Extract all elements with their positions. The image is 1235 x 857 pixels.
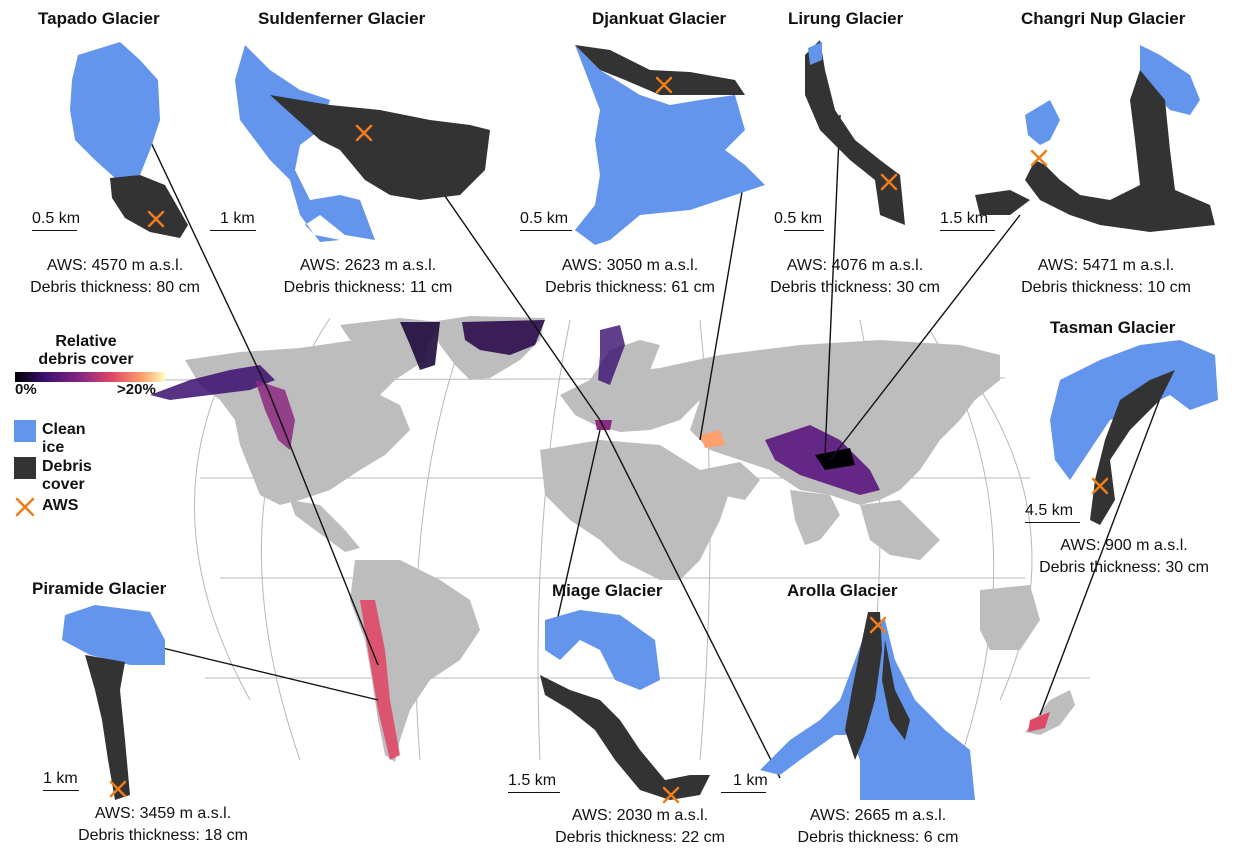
debris-thickness: Debris thickness: 22 cm: [555, 829, 725, 846]
aws-marker-tapado: [147, 210, 165, 228]
tasman-glacier-outline: [1050, 340, 1218, 525]
scale-label: 0.5 km: [520, 210, 569, 227]
aws-cross-icon: [15, 497, 35, 517]
legend-title-line2: debris cover: [38, 351, 134, 368]
suldenferner-glacier-outline: [235, 45, 490, 242]
legend-clean-ice: Clean ice: [42, 421, 86, 456]
scale-label: 0.5 km: [32, 210, 81, 227]
lirung-scale-bar: 0.5 km: [774, 210, 824, 231]
miage-title: Miage Glacier: [552, 581, 663, 600]
debris-thickness: Debris thickness: 30 cm: [1039, 559, 1209, 576]
arolla-scale-bar: 1 km: [721, 772, 768, 793]
miage-info: AWS: 2030 m a.s.l. Debris thickness: 22 …: [530, 805, 750, 849]
aws-elevation: AWS: 2665 m a.s.l.: [809, 807, 947, 824]
scale-label: 1 km: [43, 770, 78, 787]
piramide-scale-bar: 1 km: [43, 770, 79, 791]
debris-hotspots: [150, 320, 1050, 760]
suldenferner-scale-bar: 1 km: [210, 210, 256, 231]
piramide-info: AWS: 3459 m a.s.l. Debris thickness: 18 …: [53, 803, 273, 847]
tasman-title: Tasman Glacier: [1050, 318, 1176, 337]
changri-scale-bar: 1.5 km: [940, 210, 995, 231]
djankuat-info: AWS: 3050 m a.s.l. Debris thickness: 61 …: [520, 255, 740, 299]
aws-marker-lirung: [880, 173, 898, 191]
tapado-glacier-outline: [70, 42, 188, 238]
scale-label: 4.5 km: [1025, 502, 1074, 519]
scale-label: 1 km: [220, 210, 255, 227]
scale-label: 1.5 km: [508, 772, 557, 789]
aws-marker-miage: [662, 786, 680, 804]
djankuat-glacier-outline: [575, 45, 765, 245]
tapado-info: AWS: 4570 m a.s.l. Debris thickness: 80 …: [15, 255, 215, 299]
arolla-glacier-outline: [760, 612, 975, 800]
debris-thickness: Debris thickness: 80 cm: [30, 279, 200, 296]
tapado-scale-bar: 0.5 km: [32, 210, 81, 231]
legend-min: 0%: [15, 381, 37, 398]
lirung-title: Lirung Glacier: [788, 9, 904, 28]
aws-elevation: AWS: 2623 m a.s.l.: [299, 257, 437, 274]
piramide-glacier-outline: [62, 605, 165, 800]
debris-thickness: Debris thickness: 6 cm: [797, 829, 959, 846]
legend-aws: AWS: [42, 497, 79, 514]
tasman-scale-bar: 4.5 km: [1025, 502, 1080, 523]
aws-elevation: AWS: 3459 m a.s.l.: [94, 805, 232, 822]
scale-label: 1.5 km: [940, 210, 989, 227]
aws-marker-djankuat: [655, 76, 673, 94]
scale-label: 1 km: [733, 772, 768, 789]
legend-max: >20%: [117, 381, 156, 398]
aws-marker-changri: [1030, 149, 1048, 167]
tapado-title: Tapado Glacier: [38, 9, 160, 28]
debris-thickness: Debris thickness: 61 cm: [545, 279, 715, 296]
lirung-glacier-outline: [805, 40, 905, 225]
piramide-title: Piramide Glacier: [32, 579, 167, 598]
changri-info: AWS: 5471 m a.s.l. Debris thickness: 10 …: [996, 255, 1216, 299]
debris-cover-swatch: [14, 457, 36, 479]
legend: Relative debris cover 0% >20% Clean ice …: [0, 0, 165, 517]
aws-marker-piramide: [109, 780, 127, 798]
djankuat-title: Djankuat Glacier: [592, 9, 727, 28]
tasman-info: AWS: 900 m a.s.l. Debris thickness: 30 c…: [1014, 535, 1234, 579]
miage-glacier-outline: [540, 610, 710, 800]
aws-elevation: AWS: 4076 m a.s.l.: [786, 257, 924, 274]
aws-elevation: AWS: 5471 m a.s.l.: [1037, 257, 1175, 274]
aws-elevation: AWS: 4570 m a.s.l.: [46, 257, 184, 274]
aws-marker-suldenferner: [355, 124, 373, 142]
arolla-title: Arolla Glacier: [787, 581, 898, 600]
scale-label: 0.5 km: [774, 210, 823, 227]
leader-lines: [129, 97, 1166, 779]
debris-thickness: Debris thickness: 10 cm: [1021, 279, 1191, 296]
suldenferner-title: Suldenferner Glacier: [258, 9, 426, 28]
djankuat-scale-bar: 0.5 km: [520, 210, 572, 231]
aws-elevation: AWS: 900 m a.s.l.: [1060, 537, 1188, 554]
changri-title: Changri Nup Glacier: [1021, 9, 1186, 28]
aws-marker-arolla: [869, 616, 887, 634]
arolla-info: AWS: 2665 m a.s.l. Debris thickness: 6 c…: [768, 805, 988, 849]
aws-marker-tasman: [1091, 477, 1109, 495]
changri-glacier-outline: [975, 45, 1215, 232]
aws-elevation: AWS: 2030 m a.s.l.: [571, 807, 709, 824]
debris-thickness: Debris thickness: 18 cm: [78, 827, 248, 844]
legend-title-line1: Relative: [55, 333, 117, 350]
aws-elevation: AWS: 3050 m a.s.l.: [561, 257, 699, 274]
debris-thickness: Debris thickness: 30 cm: [770, 279, 940, 296]
miage-scale-bar: 1.5 km: [508, 772, 560, 793]
clean-ice-swatch: [14, 420, 36, 442]
legend-gradient-bar: [15, 372, 165, 382]
suldenferner-info: AWS: 2623 m a.s.l. Debris thickness: 11 …: [258, 255, 478, 299]
aws-markers: [109, 76, 1109, 804]
land: [185, 316, 1075, 762]
debris-thickness: Debris thickness: 11 cm: [283, 279, 453, 296]
legend-debris-cover: Debris cover: [42, 458, 92, 493]
lirung-info: AWS: 4076 m a.s.l. Debris thickness: 30 …: [745, 255, 965, 299]
